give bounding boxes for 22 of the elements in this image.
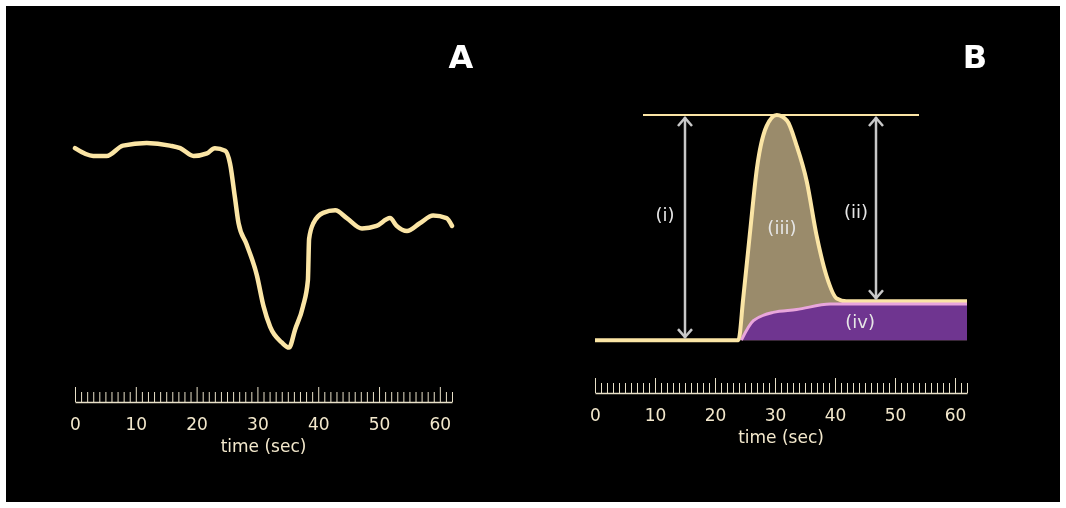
- x-axis-title: time (sec): [220, 436, 307, 456]
- x-tick-label: 20: [704, 405, 727, 426]
- annotation: (i): [655, 204, 675, 225]
- x-axis-title: time (sec): [738, 427, 824, 447]
- x-tick-label: 50: [368, 414, 391, 435]
- x-tick-label: 50: [884, 405, 907, 426]
- x-tick-label: 40: [307, 414, 330, 435]
- x-tick-label: 30: [764, 405, 787, 426]
- x-tick-label: 20: [186, 414, 208, 435]
- x-tick-label: 60: [944, 405, 967, 426]
- x-tick-label: 10: [125, 414, 148, 435]
- series-label: (iii): [767, 216, 797, 238]
- x-tick-label: 30: [247, 414, 269, 435]
- x-tick-label: 10: [644, 405, 667, 426]
- x-tick-label: 0: [70, 414, 81, 435]
- chart-title: A: [448, 38, 474, 76]
- chart-title: B: [962, 38, 988, 76]
- series-label: (iv): [845, 311, 876, 333]
- x-tick-label: 60: [429, 414, 452, 435]
- x-tick-label: 40: [824, 405, 847, 426]
- annotation: (ii): [843, 201, 869, 222]
- x-tick-label: 0: [590, 405, 601, 426]
